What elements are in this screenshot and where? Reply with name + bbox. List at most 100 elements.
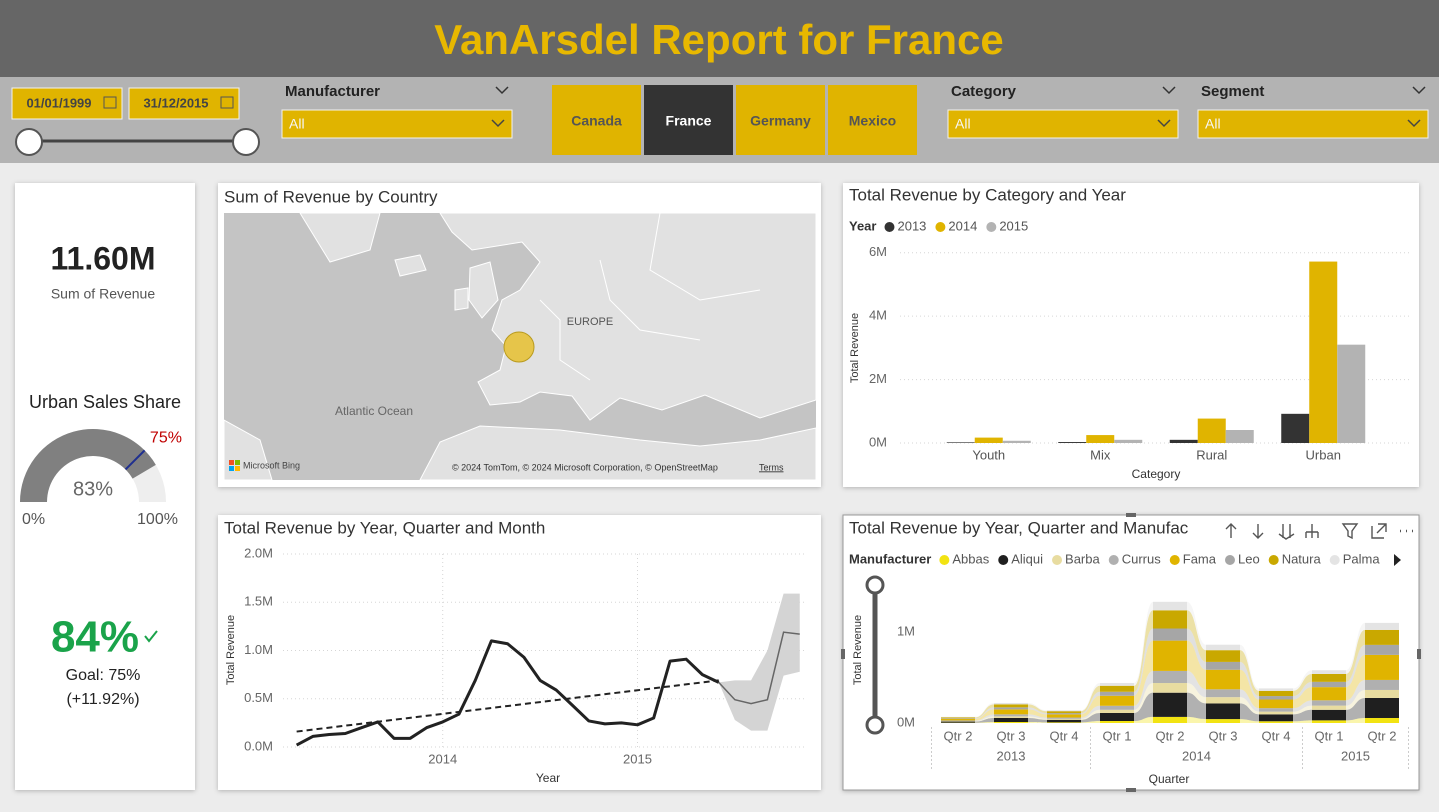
- legend-next-arrow[interactable]: [1394, 554, 1401, 566]
- bar-segment: [1047, 711, 1081, 714]
- bar-segment: [1206, 703, 1240, 720]
- legend-label: Barba: [1065, 551, 1100, 566]
- calendar-icon[interactable]: [220, 96, 234, 109]
- legend-label: 2013: [897, 218, 926, 233]
- bar: [1002, 440, 1031, 443]
- revenue-line: [295, 639, 720, 747]
- bar-segment: [994, 714, 1028, 717]
- kpi-value: 84%: [51, 613, 139, 662]
- handle[interactable]: [841, 649, 845, 659]
- bar-segment: [1100, 709, 1134, 713]
- bar-segment: [1365, 717, 1399, 723]
- zoom-slider-handle[interactable]: [865, 715, 885, 735]
- bar-segment: [1259, 688, 1293, 691]
- ribbon-panel[interactable]: [842, 514, 1420, 791]
- ribbon: [1293, 709, 1312, 722]
- slider-handle[interactable]: [15, 128, 43, 156]
- end-date: 31/12/2015: [143, 95, 208, 110]
- dropdown-value: All: [955, 116, 971, 132]
- bar-segment: [1047, 718, 1081, 720]
- bar: [946, 442, 975, 443]
- ribbon: [975, 714, 994, 722]
- country-button[interactable]: [828, 85, 917, 155]
- handle[interactable]: [1417, 649, 1421, 659]
- y-tick-label: 0.5M: [244, 690, 273, 705]
- country-button[interactable]: [552, 85, 641, 155]
- bar: [1337, 344, 1366, 443]
- country-button-label: Canada: [571, 113, 622, 129]
- bar-segment: [1312, 720, 1346, 723]
- bar: [1058, 442, 1087, 443]
- y-tick-label: 0M: [897, 714, 915, 729]
- ribbon: [1028, 721, 1047, 723]
- y-tick-label: 2M: [869, 371, 887, 386]
- ribbon: [975, 721, 994, 723]
- country-button[interactable]: [644, 85, 733, 155]
- border: [649, 213, 761, 301]
- drill-up-icon[interactable]: [1225, 523, 1237, 538]
- calendar-icon[interactable]: [103, 96, 117, 109]
- bar-segment: [1206, 689, 1240, 698]
- hierarchy-icon[interactable]: [1305, 524, 1319, 538]
- dropdown[interactable]: [1197, 109, 1429, 139]
- y-tick-label: 1.5M: [244, 594, 273, 609]
- gauge-target: [124, 449, 146, 471]
- bar-segment: [1259, 711, 1293, 715]
- gauge: 83% 0% 100% 75%: [20, 428, 182, 528]
- bar-segment: [994, 704, 1028, 708]
- bar-segment: [1312, 670, 1346, 674]
- country-bubble[interactable]: [503, 331, 535, 363]
- border: [539, 299, 591, 381]
- handle[interactable]: [1126, 788, 1136, 792]
- chevron[interactable]: [1407, 119, 1421, 128]
- bar: [1225, 429, 1254, 443]
- y-tick-label: 4M: [869, 308, 887, 323]
- ireland: [454, 287, 469, 311]
- drill-down-icon[interactable]: [1252, 524, 1264, 539]
- x-axis-title: Category: [1132, 467, 1181, 481]
- map-label: EUROPE: [567, 316, 613, 328]
- x-tick-label: Qtr 2: [944, 728, 973, 743]
- ribbon: [1346, 697, 1365, 721]
- bar-segment: [1206, 661, 1240, 670]
- ribbon: [975, 707, 994, 719]
- ribbon: [1240, 689, 1259, 712]
- iceland: [394, 254, 427, 277]
- ribbon: [1293, 673, 1312, 697]
- chevron[interactable]: [1162, 86, 1176, 95]
- chevron[interactable]: [491, 119, 505, 128]
- y-axis-title: Total Revenue: [852, 615, 864, 685]
- chevron[interactable]: [1412, 86, 1426, 95]
- slider-handle[interactable]: [232, 128, 260, 156]
- bar-segment: [1365, 689, 1399, 698]
- ribbon: [1187, 683, 1206, 704]
- expand-icon[interactable]: [1278, 524, 1295, 540]
- ribbon: [1346, 629, 1365, 682]
- handle[interactable]: [1126, 513, 1136, 517]
- bar-segment: [1312, 681, 1346, 688]
- country-button[interactable]: [736, 85, 825, 155]
- legend-label: Fama: [1183, 551, 1217, 566]
- chevron[interactable]: [495, 86, 509, 95]
- ribbon: [1134, 716, 1153, 723]
- zoom-slider-handle[interactable]: [865, 575, 885, 595]
- x-tick-label: Qtr 3: [1209, 728, 1238, 743]
- bar-segment: [1153, 601, 1187, 611]
- x-tick-label: Urban: [1306, 447, 1341, 462]
- dropdown[interactable]: [947, 109, 1179, 139]
- x-group-label: 2013: [997, 748, 1026, 763]
- map-terms[interactable]: Terms: [759, 462, 784, 472]
- chart-title: Total Revenue by Year, Quarter and Manuf…: [849, 518, 1189, 537]
- ribbon: [1240, 644, 1259, 691]
- bar-segment: [1259, 708, 1293, 712]
- ribbon: [1081, 685, 1100, 714]
- ribbon: [1187, 640, 1206, 690]
- filter-icon[interactable]: [1341, 523, 1359, 540]
- ribbon: [1081, 712, 1100, 723]
- focus-icon[interactable]: [1371, 523, 1387, 539]
- dropdown[interactable]: [281, 109, 513, 139]
- ribbon: [1240, 650, 1259, 697]
- ribbon: [1134, 683, 1153, 713]
- chevron[interactable]: [1157, 119, 1171, 128]
